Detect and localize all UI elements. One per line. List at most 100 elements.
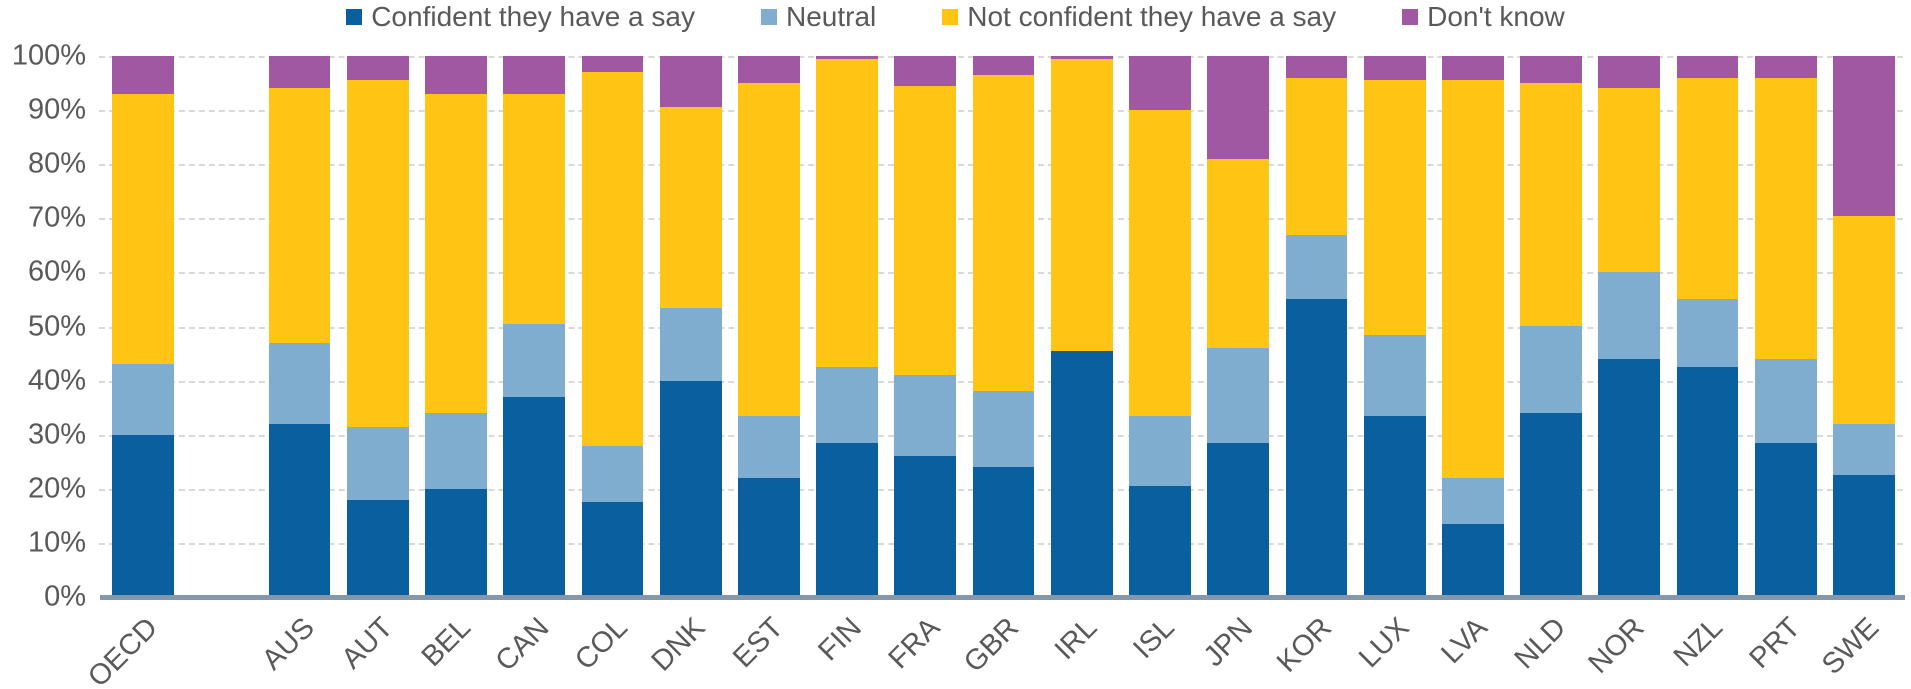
bar-slot-prt (1747, 56, 1825, 597)
segment-fra-confident-they-have-a-say (894, 456, 957, 597)
legend-item-not-confident-they-have-a-say: Not confident they have a say (942, 3, 1336, 31)
segment-lux-don-t-know (1363, 56, 1426, 81)
segment-nzl-not-confident-they-have-a-say (1676, 77, 1739, 300)
x-slot-dnk: DNK (646, 603, 730, 689)
segment-nld-not-confident-they-have-a-say (1520, 83, 1582, 327)
y-tick-label-20: 20% (27, 472, 86, 505)
y-tick-label-90: 90% (27, 93, 86, 126)
x-tick-label-oecd: OECD (82, 611, 165, 689)
segment-kor-confident-they-have-a-say (1285, 299, 1348, 597)
segment-aus-not-confident-they-have-a-say (268, 88, 331, 343)
bar-slot-lva (1434, 56, 1512, 597)
segment-irl-not-confident-they-have-a-say (1050, 58, 1113, 351)
y-tick-label-80: 80% (27, 147, 86, 180)
bar-slot-aut (339, 56, 417, 597)
x-tick-label-swe: SWE (1815, 611, 1886, 681)
x-slot-gbr: GBR (958, 603, 1042, 689)
bar-fra (894, 56, 957, 597)
segment-lva-confident-they-have-a-say (1441, 523, 1504, 597)
bar-slot-irl (1043, 56, 1121, 597)
x-tick-label-nld: NLD (1508, 611, 1573, 676)
x-slot-fra: FRA (882, 603, 964, 689)
segment-kor-don-t-know (1285, 56, 1348, 78)
segment-dnk-don-t-know (659, 56, 722, 108)
x-tick-label-fra: FRA (882, 611, 947, 676)
bar-aus (268, 56, 331, 597)
segment-col-don-t-know (581, 56, 644, 73)
x-slot-bel: BEL (416, 603, 495, 689)
bar-slot-gap (182, 56, 260, 597)
segment-col-confident-they-have-a-say (581, 502, 644, 597)
x-tick-label-nor: NOR (1582, 611, 1651, 680)
x-slot-nor: NOR (1582, 603, 1668, 689)
segment-swe-confident-they-have-a-say (1833, 475, 1895, 597)
segment-prt-confident-they-have-a-say (1754, 442, 1817, 597)
bar-slot-fra (886, 56, 964, 597)
segment-nor-neutral (1598, 272, 1661, 359)
bar-nzl (1676, 56, 1739, 597)
x-tick-label-prt: PRT (1743, 611, 1807, 675)
bar-slot-isl (1121, 56, 1199, 597)
segment-lux-not-confident-they-have-a-say (1363, 80, 1426, 335)
x-tick-label-aut: AUT (335, 611, 399, 676)
x-axis: OECD AUS AUT BEL CAN COL DNK EST FIN FRA GBR IRL ISL… (82, 603, 1903, 689)
x-tick-label-can: CAN (489, 611, 556, 678)
x-slot-est: EST (728, 603, 808, 689)
x-axis-line (100, 595, 1905, 600)
segment-est-not-confident-they-have-a-say (737, 83, 800, 416)
segment-gbr-not-confident-they-have-a-say (972, 74, 1035, 392)
x-slot-can: CAN (489, 603, 573, 689)
bars-container (104, 56, 1903, 597)
bar-fin (816, 56, 878, 597)
y-tick-label-0: 0% (44, 580, 86, 613)
x-tick-label-jpn: JPN (1198, 611, 1260, 673)
segment-fin-confident-they-have-a-say (816, 442, 878, 597)
x-slot-oecd: OECD (82, 603, 182, 689)
bar-lva (1441, 56, 1504, 597)
bar-slot-jpn (1199, 56, 1277, 597)
x-slot-prt: PRT (1743, 603, 1825, 689)
legend-swatch-icon (1402, 9, 1419, 25)
segment-swe-not-confident-they-have-a-say (1833, 215, 1895, 424)
y-tick-label-60: 60% (27, 255, 86, 288)
bar-bel (425, 56, 487, 597)
segment-prt-don-t-know (1754, 56, 1817, 78)
chart-legend: Confident they have a say Neutral Not conf… (0, 1, 1911, 33)
segment-gbr-don-t-know (972, 56, 1035, 75)
segment-bel-don-t-know (425, 56, 487, 94)
segment-oecd-not-confident-they-have-a-say (112, 93, 174, 365)
segment-oecd-confident-they-have-a-say (112, 434, 174, 597)
x-tick-label-gbr: GBR (957, 611, 1025, 679)
legend-label: Not confident they have a say (967, 1, 1337, 32)
bar-slot-nzl (1668, 56, 1746, 597)
bar-slot-est (730, 56, 808, 597)
x-slot-gap (182, 603, 260, 689)
legend-item-don-t-know: Don't know (1402, 3, 1565, 31)
segment-aus-don-t-know (268, 56, 331, 89)
bar-slot-fin (808, 56, 886, 597)
x-slot-isl: ISL (1121, 603, 1199, 689)
segment-prt-not-confident-they-have-a-say (1754, 77, 1817, 359)
plot-area (99, 56, 1903, 597)
bar-nld (1520, 56, 1582, 597)
segment-nor-don-t-know (1598, 56, 1661, 89)
segment-aus-neutral (268, 342, 331, 424)
x-slot-col: COL (569, 603, 651, 689)
x-slot-nzl: NZL (1667, 603, 1746, 689)
segment-bel-neutral (425, 413, 487, 489)
bar-irl (1050, 56, 1113, 597)
segment-nzl-confident-they-have-a-say (1676, 367, 1739, 597)
segment-prt-neutral (1754, 358, 1817, 443)
segment-isl-don-t-know (1129, 56, 1191, 111)
bar-oecd (112, 56, 174, 597)
segment-lva-don-t-know (1441, 56, 1504, 81)
segment-dnk-neutral (659, 307, 722, 381)
segment-nor-confident-they-have-a-say (1598, 358, 1661, 597)
segment-aus-confident-they-have-a-say (268, 423, 331, 597)
bar-slot-col (573, 56, 651, 597)
y-tick-label-50: 50% (27, 310, 86, 342)
bar-can (503, 56, 566, 597)
segment-gbr-confident-they-have-a-say (972, 467, 1035, 597)
x-slot-lva: LVA (1434, 603, 1512, 689)
x-slot-nld: NLD (1508, 603, 1590, 689)
